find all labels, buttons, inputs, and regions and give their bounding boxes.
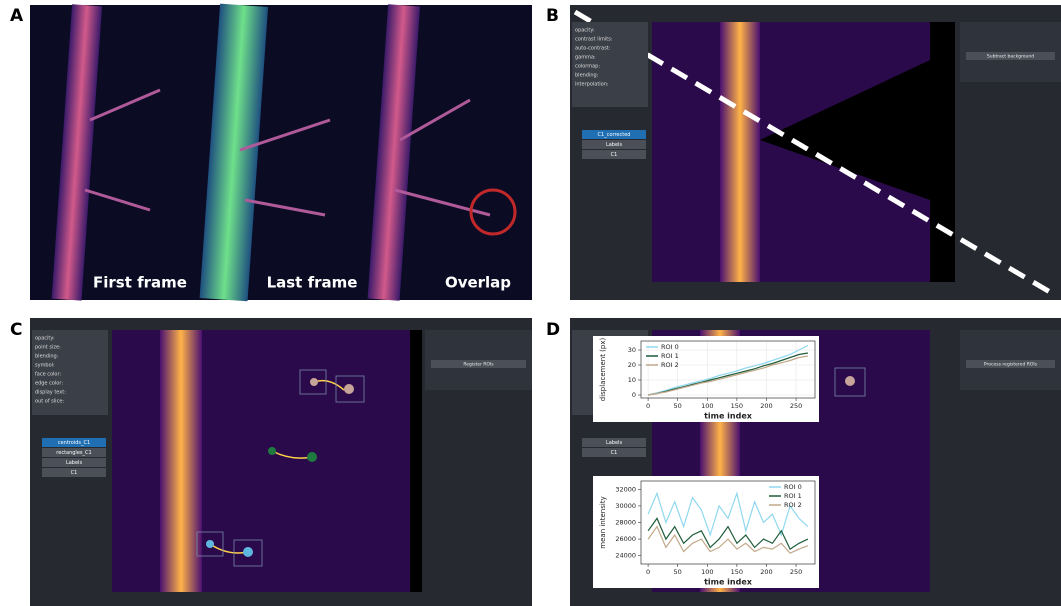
- layer-name: Labels: [606, 440, 622, 446]
- panel-label: B: [546, 6, 559, 26]
- layer-name: Labels: [66, 460, 82, 466]
- y-tick-label: 10: [628, 376, 636, 384]
- control-label: interpolation:: [575, 82, 609, 88]
- y-tick-label: 26000: [615, 535, 636, 543]
- panel-label: C: [10, 320, 22, 340]
- figure: A B C D First frame Last frame Overlap opacity:…: [0, 0, 1061, 606]
- x-axis-label: time index: [704, 578, 753, 587]
- y-tick-label: 32000: [615, 485, 636, 493]
- x-tick-label: 150: [731, 568, 743, 576]
- x-tick-label: 150: [731, 402, 743, 410]
- x-tick-label: 250: [790, 402, 802, 410]
- control-label: display text:: [35, 390, 66, 396]
- legend-label: ROI 0: [661, 343, 679, 351]
- y-axis-label: displacement (px): [599, 338, 607, 402]
- control-label: blending:: [35, 354, 59, 360]
- button-label: Subtract background: [987, 54, 1034, 60]
- legend-label: ROI 1: [661, 352, 679, 360]
- control-label: opacity:: [35, 336, 55, 342]
- x-tick-label: 200: [760, 568, 772, 576]
- y-tick-label: 0: [632, 391, 636, 399]
- control-label: out of slice:: [35, 399, 64, 405]
- button-label: Process registered ROIs: [984, 362, 1038, 368]
- y-tick-label: 20: [628, 361, 636, 369]
- x-tick-label: 50: [674, 402, 682, 410]
- legend-label: ROI 1: [784, 492, 802, 500]
- layer-name: Labels: [606, 142, 622, 148]
- control-label: edge color:: [35, 381, 63, 387]
- control-label: gamma:: [575, 55, 596, 61]
- x-tick-label: 100: [701, 568, 713, 576]
- y-tick-label: 28000: [615, 519, 636, 527]
- y-axis-label: mean intensity: [599, 496, 607, 548]
- legend-label: ROI 2: [661, 361, 679, 369]
- layer-name: C1: [71, 470, 78, 476]
- panel-label: D: [546, 320, 560, 340]
- control-label: symbol:: [35, 363, 55, 369]
- layer-name: C1: [611, 450, 618, 456]
- x-axis-label: time index: [704, 412, 753, 421]
- control-label: face color:: [35, 372, 61, 378]
- layer-name: rectangles_C1: [56, 450, 91, 456]
- x-tick-label: 0: [646, 402, 650, 410]
- button-label: Register ROIs: [463, 362, 494, 368]
- x-tick-label: 250: [790, 568, 802, 576]
- frame-caption: First frame: [93, 274, 187, 292]
- y-tick-label: 30000: [615, 502, 636, 510]
- frame-caption: Last frame: [267, 274, 358, 292]
- layer-name: C1_corrected: [598, 132, 631, 138]
- panel-a-image: [30, 4, 532, 302]
- x-tick-label: 50: [674, 568, 682, 576]
- panel-label: A: [10, 6, 24, 26]
- x-tick-label: 100: [701, 402, 713, 410]
- legend-label: ROI 2: [784, 501, 802, 509]
- legend-label: ROI 0: [784, 483, 802, 491]
- control-label: contrast limits:: [575, 37, 613, 43]
- frame-caption: Overlap: [445, 274, 511, 292]
- x-tick-label: 200: [760, 402, 772, 410]
- control-label: point size:: [35, 345, 61, 351]
- y-tick-label: 30: [628, 346, 636, 354]
- y-tick-label: 24000: [615, 552, 636, 560]
- layer-name: C1: [611, 152, 618, 158]
- x-tick-label: 0: [646, 568, 650, 576]
- control-label: auto-contrast:: [575, 46, 611, 52]
- layer-name: centroids_C1: [58, 440, 90, 446]
- control-label: blending:: [575, 73, 599, 79]
- control-label: colormap:: [575, 64, 600, 70]
- control-label: opacity:: [575, 28, 595, 34]
